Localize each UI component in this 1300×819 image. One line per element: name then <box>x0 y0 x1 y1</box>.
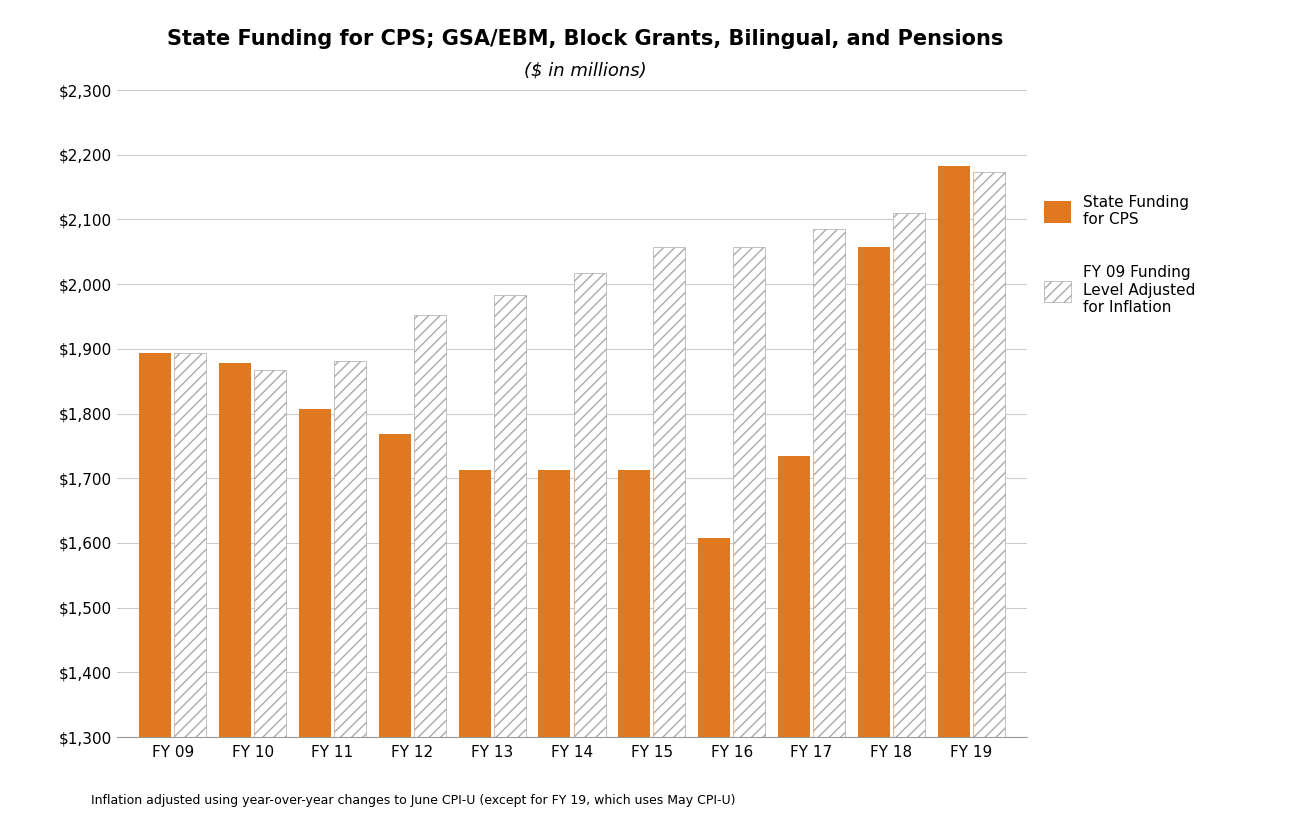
Bar <box>937 166 970 819</box>
Bar <box>334 360 367 819</box>
Bar <box>220 363 251 819</box>
Text: State Funding for CPS; GSA/EBM, Block Grants, Bilingual, and Pensions: State Funding for CPS; GSA/EBM, Block Gr… <box>166 29 1004 48</box>
Bar <box>619 470 650 819</box>
Bar <box>733 247 766 819</box>
Bar <box>494 295 525 819</box>
Bar <box>972 172 1005 819</box>
Text: ($ in millions): ($ in millions) <box>524 61 646 79</box>
Bar <box>538 470 571 819</box>
Bar <box>255 369 286 819</box>
Bar <box>858 247 889 819</box>
Bar <box>573 273 606 819</box>
Bar <box>378 434 411 819</box>
Bar <box>299 409 332 819</box>
Bar <box>174 354 207 819</box>
Bar <box>654 247 685 819</box>
Bar <box>459 470 490 819</box>
Legend: State Funding
for CPS, FY 09 Funding
Level Adjusted
for Inflation: State Funding for CPS, FY 09 Funding Lev… <box>1044 195 1196 315</box>
Bar <box>812 229 845 819</box>
Bar <box>893 213 924 819</box>
Bar <box>777 455 810 819</box>
Bar <box>139 354 172 819</box>
Bar <box>698 538 731 819</box>
Text: Inflation adjusted using year-over-year changes to June CPI-U (except for FY 19,: Inflation adjusted using year-over-year … <box>91 794 736 807</box>
Bar <box>413 315 446 819</box>
